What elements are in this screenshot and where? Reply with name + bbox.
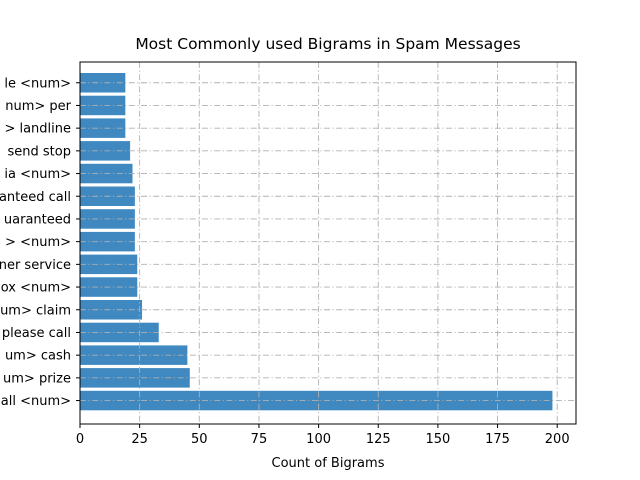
x-tick-label: 200 [545,432,570,447]
x-tick-label: 175 [485,432,510,447]
x-tick-label: 25 [131,432,148,447]
axis-ticks: 0 25 50 75 100 125 150 175 200 all <num> um> prize… [0,76,570,447]
bar-2 [80,368,190,388]
y-tick-label: > landline [4,122,71,137]
y-tick-label: um> cash [5,349,71,364]
x-tick-label: 125 [366,432,391,447]
y-tick-label: num> per [5,99,71,114]
y-tick-label: ia <num> [4,167,71,182]
bar-15 [80,73,126,93]
bar-13 [80,118,126,138]
y-tick-label: all <num> [1,394,71,409]
y-tick-label: uaranteed [4,212,71,227]
y-tick-label: please call [2,326,71,341]
bars [80,73,553,411]
x-tick-label: 100 [306,432,331,447]
y-tick-label: ox <num> [1,281,71,296]
y-tick-label: send stop [8,144,71,159]
y-tick-label: le <num> [4,76,71,91]
bar-5 [80,300,143,320]
y-tick-label: > <num> [5,235,71,250]
x-tick-label: 150 [425,432,450,447]
plot-border [79,61,577,425]
x-tick-label: 50 [191,432,208,447]
x-tick-label: 0 [76,432,84,447]
bar-14 [80,95,126,116]
grid-lines [79,62,576,424]
plot-frame [79,61,577,425]
y-tick-label: um> claim [0,303,71,318]
y-tick-label: anteed call [0,190,71,205]
chart-title: Most Commonly used Bigrams in Spam Messa… [135,35,520,53]
y-tick-label: ner service [0,258,71,273]
y-tick-label: um> prize [3,371,71,386]
x-axis-label: Count of Bigrams [272,456,385,471]
x-tick-label: 75 [251,432,268,447]
